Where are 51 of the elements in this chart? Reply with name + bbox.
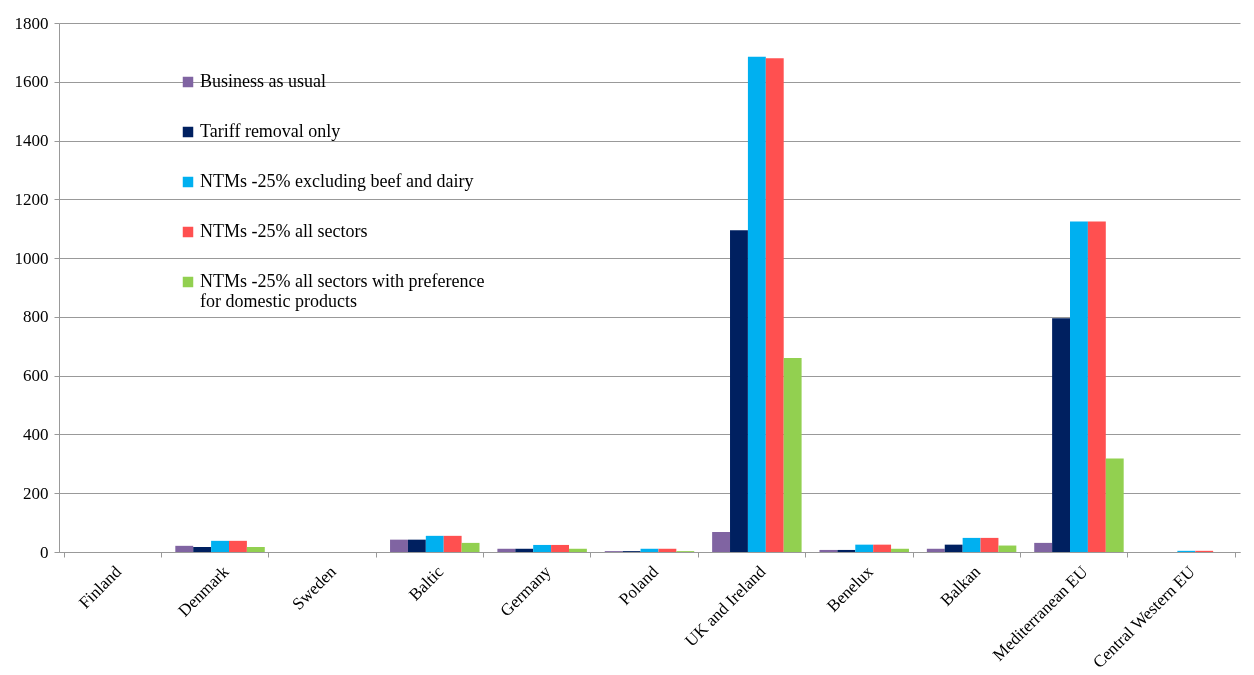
bar [926,548,945,552]
bar [765,58,784,552]
bar [962,537,981,552]
y-tick-label: 1400 [14,131,49,151]
legend-label: Business as usual [200,71,326,91]
bar [1105,458,1124,552]
y-tick-label: 800 [23,307,49,327]
bar [407,539,426,552]
bar [228,540,247,552]
bar [819,549,838,552]
bar [461,542,480,552]
bar [1087,221,1106,552]
bar [944,544,963,552]
bar [658,548,677,552]
bar [873,544,892,552]
bar [533,544,552,552]
y-tick-label: 1800 [14,13,49,33]
legend-label: Tariff removal only [200,121,341,141]
bar [551,544,569,552]
y-tick-label: 200 [23,483,49,503]
y-tick-label: 1000 [14,248,49,268]
bar [425,535,444,552]
y-tick-label: 0 [40,542,49,562]
bar [568,548,587,552]
bar [497,548,516,552]
bar [730,230,748,552]
bar [747,56,766,552]
bar [246,547,265,552]
bar [443,535,462,552]
y-tick-label: 600 [23,366,49,386]
legend-label: NTMs -25% all sectors [200,221,368,241]
y-tick-label: 1600 [14,72,49,92]
bar [980,537,999,552]
bar [837,549,856,552]
y-tick-label: 1200 [14,189,49,209]
legend-label: NTMs -25% excluding beef and dairy [200,171,474,191]
bar [1052,318,1071,552]
bar [891,548,909,552]
bar [1034,542,1053,552]
bar [855,544,874,552]
bar [390,539,408,552]
y-tick-label: 400 [23,424,49,444]
bar [998,545,1017,552]
bar [193,547,212,552]
bar [175,545,194,552]
bar [712,532,731,552]
bar [1070,221,1088,552]
bar [515,548,534,552]
legend-label: NTMs -25% all sectors with preference for domestic products [200,271,485,311]
bar [783,358,802,552]
bar [211,540,229,552]
